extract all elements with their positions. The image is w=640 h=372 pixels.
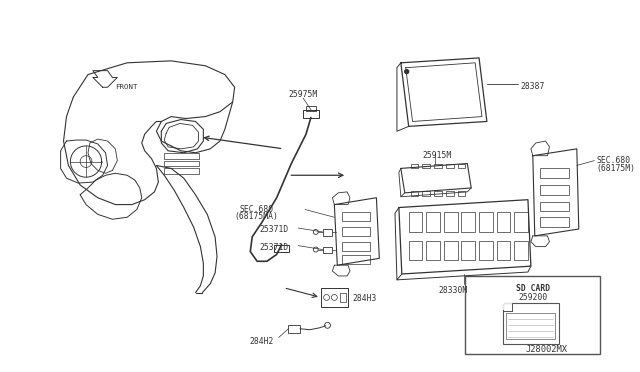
Bar <box>540 185 569 195</box>
Bar <box>274 245 289 251</box>
Bar <box>446 191 454 196</box>
Bar <box>458 191 465 196</box>
Text: (68175M): (68175M) <box>596 164 636 173</box>
Bar <box>465 276 600 354</box>
Bar <box>444 241 458 260</box>
Bar <box>409 212 422 232</box>
Bar <box>515 212 528 232</box>
Bar <box>434 191 442 196</box>
Bar <box>479 212 493 232</box>
Circle shape <box>404 70 409 74</box>
Bar <box>446 164 454 169</box>
Text: 25975M: 25975M <box>289 90 317 99</box>
Bar <box>426 212 440 232</box>
Bar <box>422 191 430 196</box>
Bar <box>479 241 493 260</box>
Bar <box>164 169 200 174</box>
Bar <box>289 325 300 333</box>
Text: 284H2: 284H2 <box>250 337 274 346</box>
Text: 25371D: 25371D <box>259 243 289 252</box>
Bar <box>426 241 440 260</box>
Bar <box>502 303 559 344</box>
Bar <box>506 313 556 339</box>
Bar <box>461 212 475 232</box>
Bar <box>306 106 316 111</box>
Text: 259200: 259200 <box>518 292 547 302</box>
Text: J28002MX: J28002MX <box>525 345 567 354</box>
Bar <box>342 227 369 236</box>
Bar <box>303 110 319 118</box>
Text: 25371D: 25371D <box>259 225 289 234</box>
Bar <box>342 242 369 250</box>
Bar <box>461 241 475 260</box>
Bar <box>497 241 510 260</box>
Text: 28330M: 28330M <box>438 286 467 295</box>
Bar <box>497 212 510 232</box>
Text: SD CARD: SD CARD <box>516 284 550 293</box>
Bar <box>340 292 346 302</box>
Bar <box>342 212 369 221</box>
Text: (68175MA): (68175MA) <box>235 212 278 221</box>
Bar <box>540 169 569 178</box>
Bar <box>540 202 569 211</box>
Bar <box>422 164 430 169</box>
Bar <box>409 241 422 260</box>
Text: 28387: 28387 <box>520 82 545 92</box>
Text: 284H3: 284H3 <box>352 294 376 302</box>
Bar <box>342 256 369 264</box>
Bar <box>458 164 465 169</box>
Bar <box>323 247 332 253</box>
Bar <box>321 288 348 307</box>
Bar <box>515 241 528 260</box>
Bar <box>411 191 419 196</box>
Bar <box>434 164 442 169</box>
Bar <box>411 164 419 169</box>
Bar <box>323 229 332 236</box>
Bar <box>164 161 200 166</box>
Bar <box>540 217 569 227</box>
Text: 25915M: 25915M <box>422 151 452 160</box>
Bar <box>164 153 200 158</box>
Text: SEC.680: SEC.680 <box>239 205 274 214</box>
Text: FRONT: FRONT <box>115 84 138 90</box>
Text: SEC.680: SEC.680 <box>596 156 630 165</box>
Bar <box>444 212 458 232</box>
